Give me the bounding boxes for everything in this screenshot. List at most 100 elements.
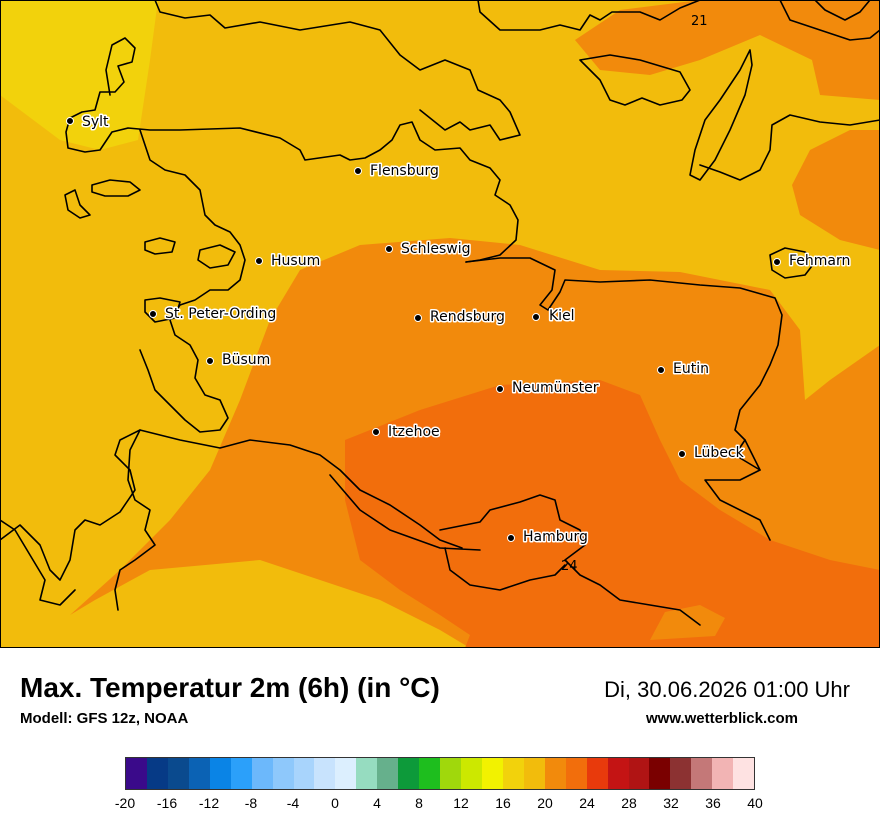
legend-swatch	[440, 758, 461, 789]
coastline-north-east	[477, 0, 701, 31]
legend-swatch	[209, 758, 231, 789]
city-marker-icon	[507, 534, 515, 542]
legend-swatch	[502, 758, 524, 789]
city-marker-icon	[773, 258, 781, 266]
city-schleswig: Schleswig	[385, 240, 472, 259]
legend-swatch	[607, 758, 629, 789]
forecast-datetime: Di, 30.06.2026 01:00 Uhr	[604, 677, 850, 702]
website-link[interactable]: www.wetterblick.com	[646, 710, 798, 727]
legend-swatch	[628, 758, 650, 789]
legend-tick-label: 28	[621, 795, 637, 811]
city-label: St. Peter-Ording	[165, 306, 276, 322]
coastline-west-land	[0, 429, 463, 581]
legend-swatch	[335, 758, 357, 789]
city-label: Eutin	[673, 361, 709, 377]
city-label: Sylt	[82, 114, 109, 130]
city-marker-icon	[678, 450, 686, 458]
city-marker-icon	[532, 313, 540, 321]
legend-tick-label: 12	[453, 795, 469, 811]
legend-tick-label: -20	[114, 795, 136, 811]
legend-tick-label: 36	[705, 795, 721, 811]
city-luebeck: Lübeck	[678, 444, 746, 463]
legend-tick-label: -4	[286, 795, 300, 811]
coastline-north	[154, 0, 521, 141]
legend-tick-label: -8	[244, 795, 258, 811]
island-pellworm	[144, 237, 176, 255]
temperature-map: 21 24 Sylt Flensburg Schleswig Husum Feh…	[0, 0, 880, 648]
contour-label: 21	[691, 14, 708, 29]
city-label: Rendsburg	[430, 309, 505, 325]
legend-tick-label: 8	[415, 795, 423, 811]
city-marker-icon	[496, 385, 504, 393]
coastline-east-peninsula	[779, 0, 880, 41]
border-hamburg-south	[444, 547, 566, 591]
coastline-west	[65, 37, 519, 263]
legend-swatch	[523, 758, 545, 789]
legend-tick-label: 20	[537, 795, 553, 811]
legend-swatch	[377, 758, 399, 789]
legend-tick-label: 16	[495, 795, 511, 811]
legend-swatch	[272, 758, 294, 789]
legend-swatch	[126, 758, 147, 789]
legend-tick-label: 32	[663, 795, 679, 811]
temperature-band-20-22-east2	[792, 130, 880, 250]
city-fehmarn: Fehmarn	[773, 252, 852, 271]
city-label: Husum	[271, 253, 320, 269]
legend-tick-label: -12	[198, 795, 220, 811]
legend-tick-label: -16	[156, 795, 178, 811]
contour-label: 24	[561, 559, 578, 574]
legend-swatch	[314, 758, 336, 789]
city-kiel: Kiel	[532, 307, 576, 326]
legend-swatch	[691, 758, 713, 789]
border-state-south	[0, 519, 76, 606]
island-north-east	[689, 49, 753, 181]
legend-swatch	[230, 758, 252, 789]
island-amrum	[64, 189, 91, 219]
color-legend	[125, 757, 755, 790]
legend-swatch	[586, 758, 608, 789]
legend-swatch	[565, 758, 587, 789]
coastline-mainland-east	[579, 54, 691, 106]
city-sylt: Sylt	[66, 113, 111, 132]
city-st-peter-ording: St. Peter-Ording	[149, 305, 278, 324]
legend-swatch	[461, 758, 482, 789]
legend-swatch	[167, 758, 189, 789]
city-marker-icon	[255, 257, 263, 265]
island-fehmarn	[769, 247, 816, 279]
temperature-band-20-22-pocket	[650, 605, 725, 640]
legend-swatch	[544, 758, 566, 789]
city-rendsburg: Rendsburg	[414, 308, 506, 327]
city-eutin: Eutin	[657, 360, 710, 379]
city-husum: Husum	[255, 252, 322, 271]
city-marker-icon	[354, 167, 362, 175]
legend-swatch	[419, 758, 441, 789]
city-label: Fehmarn	[789, 253, 850, 269]
legend-ticks: -20 -16 -12 -8 -4 0 4 8 12 16 20 24 28 32 36 40	[115, 795, 763, 815]
city-label: Neumünster	[512, 380, 599, 396]
coastline-islands-north	[814, 0, 871, 21]
legend-tick-label: 4	[373, 795, 381, 811]
coastline-baltic-north	[465, 257, 783, 471]
city-label: Schleswig	[401, 241, 470, 257]
city-label: Lübeck	[694, 445, 745, 461]
city-neumuenster: Neumünster	[496, 379, 600, 398]
city-marker-icon	[206, 357, 214, 365]
legend-swatch	[356, 758, 378, 789]
legend-swatch	[398, 758, 420, 789]
city-marker-icon	[414, 314, 422, 322]
coastline-nordfriesland	[139, 129, 246, 433]
city-itzehoe: Itzehoe	[372, 423, 441, 442]
city-marker-icon	[372, 428, 380, 436]
city-buesum: Büsum	[206, 351, 272, 370]
temperature-band-16-18	[0, 0, 158, 150]
island-nordstrand	[197, 244, 236, 269]
city-flensburg: Flensburg	[354, 162, 440, 181]
coastline-east-land	[699, 114, 880, 181]
legend-swatch	[293, 758, 315, 789]
legend-swatch	[251, 758, 273, 789]
legend-swatch	[733, 758, 755, 789]
legend-swatch	[146, 758, 168, 789]
legend-swatch	[670, 758, 692, 789]
city-label: Itzehoe	[388, 424, 440, 440]
city-marker-icon	[385, 245, 393, 253]
